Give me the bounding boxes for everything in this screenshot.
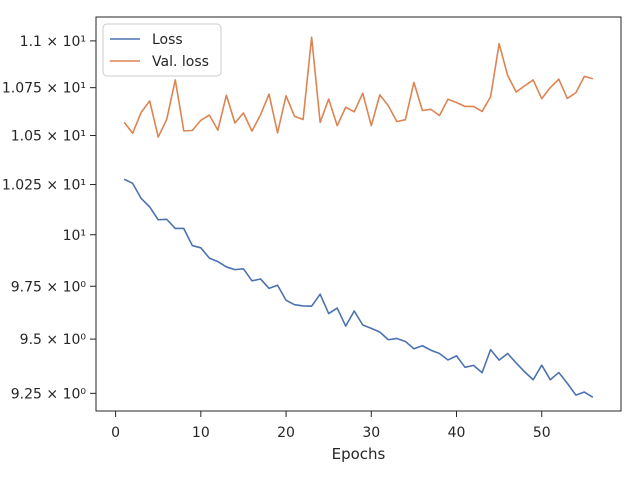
y-axis: 9.25 × 10⁰ 9.5 × 10⁰ 9.75 × 10⁰ 10¹ 1.025 × … [2, 34, 96, 402]
series-line-val-loss [123, 36, 594, 138]
x-tick-label: 30 [362, 425, 380, 441]
x-tick-label: 40 [448, 425, 466, 441]
x-axis-label: Epochs [332, 445, 386, 463]
legend: Loss Val. loss [102, 23, 222, 77]
series-line-loss [123, 178, 594, 398]
x-axis: 0 10 20 30 40 50 [111, 411, 551, 441]
y-tick-label: 9.25 × 10⁰ [11, 386, 87, 402]
x-tick-label: 20 [277, 425, 295, 441]
x-tick-label: 0 [111, 425, 120, 441]
x-tick-label: 10 [192, 425, 210, 441]
y-tick-label: 1.1 × 10¹ [20, 34, 86, 50]
y-tick-label: 1.05 × 10¹ [11, 129, 86, 145]
legend-label-val-loss: Val. loss [152, 54, 209, 70]
y-tick-label: 10¹ [63, 228, 86, 244]
legend-label-loss: Loss [152, 32, 183, 48]
y-tick-label: 9.5 × 10⁰ [20, 332, 87, 348]
x-tick-label: 50 [533, 425, 551, 441]
y-tick-label: 1.075 × 10¹ [2, 81, 86, 97]
y-tick-label: 1.025 × 10¹ [2, 178, 86, 194]
y-tick-label: 9.75 × 10⁰ [11, 279, 87, 295]
plot-frame [95, 16, 622, 412]
legend-box [102, 23, 222, 77]
